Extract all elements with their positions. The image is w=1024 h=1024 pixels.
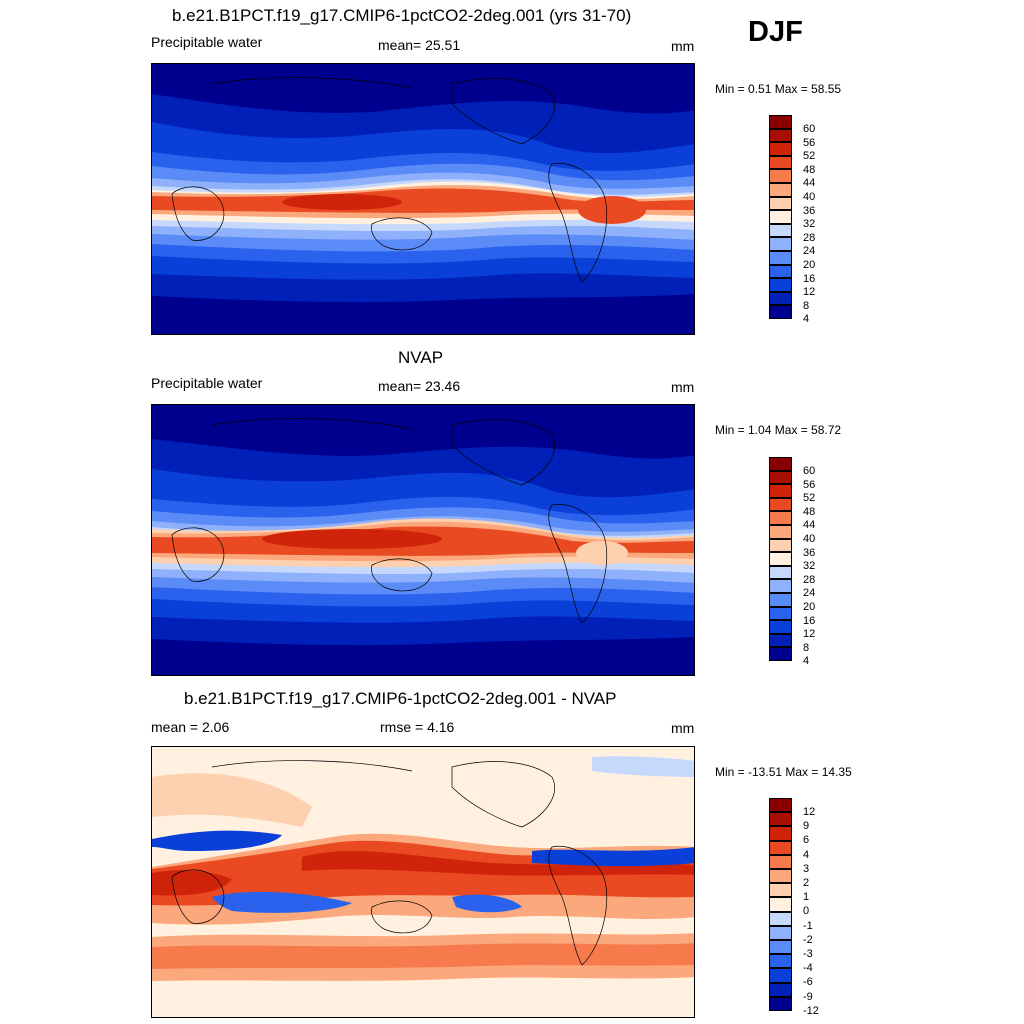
colorbar-tick: 3 xyxy=(803,862,810,875)
colorbar-tick: 1 xyxy=(803,891,810,904)
colorbar-tick: 12 xyxy=(803,286,816,299)
colorbar-tick: 52 xyxy=(803,150,816,163)
panel-1-title: b.e21.B1PCT.f19_g17.CMIP6-1pctCO2-2deg.0… xyxy=(172,6,632,25)
colorbar-tick: -3 xyxy=(803,948,813,960)
panel-2-mean-label: mean= 23.46 xyxy=(378,378,461,394)
colorbar-tick: 28 xyxy=(803,231,816,244)
colorbar-tick: 24 xyxy=(803,587,816,600)
colorbar-tick: -2 xyxy=(803,933,813,946)
panel-1-units: mm xyxy=(671,38,695,54)
panel-1-minmax: Min = 0.51 Max = 58.55 xyxy=(715,82,842,96)
panel-3-rmse-label: rmse = 4.16 xyxy=(380,719,455,735)
colorbar-tick: 8 xyxy=(803,299,810,312)
colorbar-tick: 40 xyxy=(803,191,816,203)
colorbar-tick: -9 xyxy=(803,990,813,1003)
colorbar-tick: 4 xyxy=(803,655,810,668)
colorbar-tick: 56 xyxy=(803,136,816,149)
panel-1-mean-label: mean= 25.51 xyxy=(378,37,461,53)
colorbar-tick: 44 xyxy=(803,519,816,532)
colorbar-tick: 36 xyxy=(803,546,816,559)
colorbar-tick: 48 xyxy=(803,163,816,176)
colorbar-tick: 16 xyxy=(803,614,816,627)
colorbar-tick: 2 xyxy=(803,877,810,889)
colorbar-tick: 8 xyxy=(803,641,810,654)
panel-3-map xyxy=(151,746,695,1018)
panel-3-mean-label: mean = 2.06 xyxy=(151,719,230,735)
colorbar-tick: -12 xyxy=(803,1004,819,1017)
panel-1-variable-label: Precipitable water xyxy=(151,34,263,50)
colorbar-tick: 44 xyxy=(803,177,816,190)
season-label: DJF xyxy=(748,16,803,48)
panel-2-units: mm xyxy=(671,379,695,395)
colorbar-tick: -1 xyxy=(803,919,813,932)
panel-3-title: b.e21.B1PCT.f19_g17.CMIP6-1pctCO2-2deg.0… xyxy=(184,689,617,708)
colorbar-tick: -4 xyxy=(803,962,813,975)
panel-2-minmax: Min = 1.04 Max = 58.72 xyxy=(715,423,842,437)
colorbar-tick: 12 xyxy=(803,806,816,818)
colorbar-tick: 28 xyxy=(803,573,816,586)
colorbar-tick: 4 xyxy=(803,848,810,861)
panel-2-variable-label: Precipitable water xyxy=(151,375,263,391)
colorbar-tick: 4 xyxy=(803,313,810,326)
panel-1-map xyxy=(151,63,695,335)
colorbar-tick: 40 xyxy=(803,533,816,545)
colorbar-tick: 60 xyxy=(803,465,816,477)
colorbar-tick: 12 xyxy=(803,628,816,641)
colorbar-tick: 36 xyxy=(803,204,816,217)
colorbar-tick: -6 xyxy=(803,976,813,989)
colorbar-tick: 20 xyxy=(803,601,816,613)
colorbar-tick: 20 xyxy=(803,259,816,271)
colorbar-tick: 32 xyxy=(803,560,816,573)
colorbar-tick: 48 xyxy=(803,505,816,518)
colorbar-tick: 16 xyxy=(803,272,816,285)
colorbar-tick: 0 xyxy=(803,905,810,918)
colorbar-tick: 6 xyxy=(803,834,810,847)
panel-3-units: mm xyxy=(671,720,695,736)
panel-3-minmax: Min = -13.51 Max = 14.35 xyxy=(715,765,852,779)
colorbar-tick: 32 xyxy=(803,218,816,231)
colorbar-tick: 56 xyxy=(803,478,816,491)
colorbar-tick: 24 xyxy=(803,245,816,258)
panel-2-map xyxy=(151,404,695,676)
colorbar-tick: 52 xyxy=(803,492,816,505)
panel-2-title: NVAP xyxy=(398,348,444,367)
colorbar-tick: 60 xyxy=(803,123,816,135)
colorbar-tick: 9 xyxy=(803,820,810,833)
